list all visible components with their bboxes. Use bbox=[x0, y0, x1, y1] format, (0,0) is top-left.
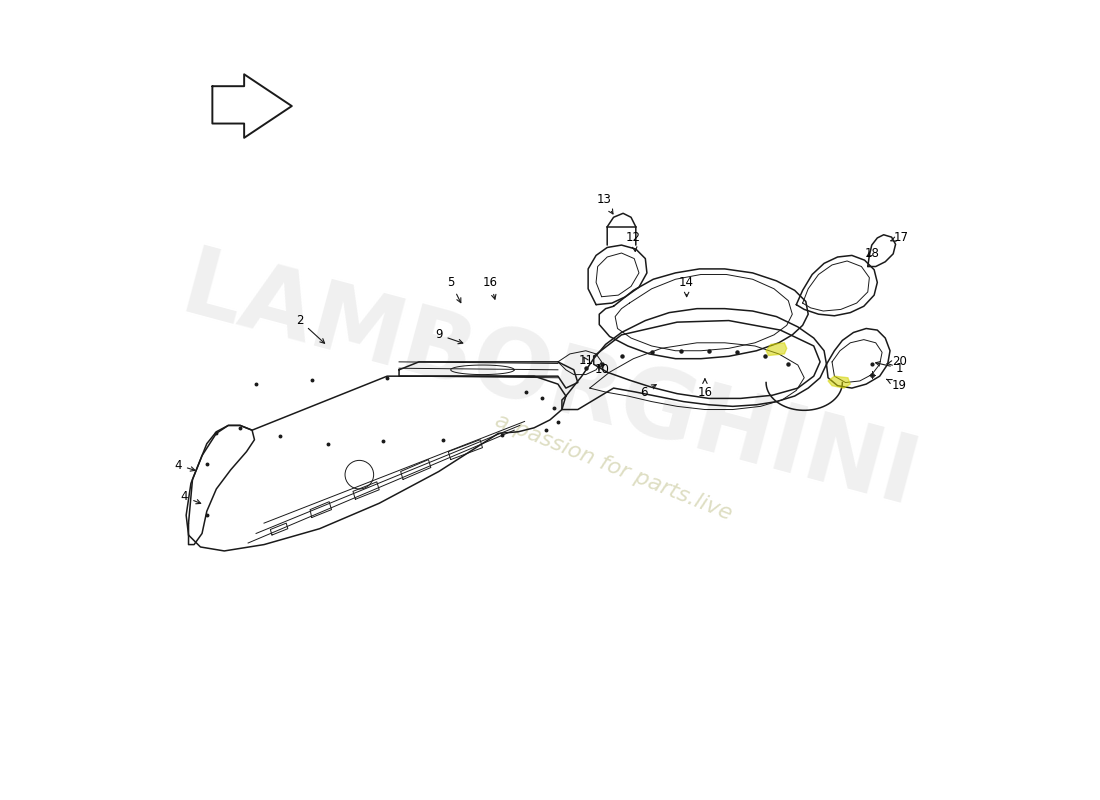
Text: 4: 4 bbox=[180, 490, 200, 504]
Text: 19: 19 bbox=[887, 379, 907, 392]
Text: 4: 4 bbox=[175, 458, 195, 472]
Text: 11: 11 bbox=[579, 354, 593, 366]
Text: LAMBORGHINI: LAMBORGHINI bbox=[172, 242, 928, 526]
Text: 20: 20 bbox=[887, 355, 907, 368]
Text: 2: 2 bbox=[296, 314, 324, 343]
Text: 5: 5 bbox=[447, 276, 461, 302]
Text: 17: 17 bbox=[891, 230, 909, 244]
Text: 12: 12 bbox=[626, 230, 641, 251]
Text: 16: 16 bbox=[483, 276, 498, 299]
Text: 9: 9 bbox=[434, 328, 463, 344]
Text: 1: 1 bbox=[876, 362, 903, 374]
Polygon shape bbox=[766, 342, 786, 355]
Text: 13: 13 bbox=[596, 194, 613, 214]
Text: a passion for parts.live: a passion for parts.live bbox=[492, 410, 735, 524]
Text: 6: 6 bbox=[640, 385, 657, 398]
Text: 16: 16 bbox=[697, 379, 713, 398]
Polygon shape bbox=[828, 376, 850, 388]
Text: 10: 10 bbox=[594, 363, 609, 376]
Text: 14: 14 bbox=[679, 276, 694, 297]
Text: 18: 18 bbox=[865, 246, 879, 259]
